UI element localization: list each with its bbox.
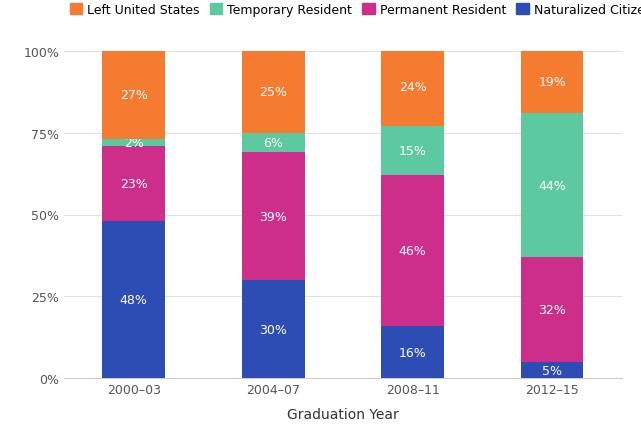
Bar	[381, 326, 444, 378]
Bar	[520, 362, 583, 378]
X-axis label: Graduation Year: Graduation Year	[287, 407, 399, 421]
Bar	[381, 176, 444, 326]
Text: 6%: 6%	[263, 137, 283, 150]
Text: 23%: 23%	[120, 178, 147, 190]
Text: 32%: 32%	[538, 303, 566, 316]
Text: 46%: 46%	[399, 245, 426, 258]
Bar	[381, 48, 444, 127]
Legend: Left United States, Temporary Resident, Permanent Resident, Naturalized Citizen: Left United States, Temporary Resident, …	[65, 0, 641, 22]
Bar	[242, 133, 304, 153]
Text: 16%: 16%	[399, 346, 426, 359]
Text: 44%: 44%	[538, 179, 566, 192]
Bar	[520, 258, 583, 362]
Text: 5%: 5%	[542, 364, 562, 377]
Text: 2%: 2%	[124, 137, 144, 150]
Bar	[103, 52, 165, 140]
Bar	[103, 140, 165, 146]
Bar	[103, 146, 165, 221]
Bar	[242, 52, 304, 133]
Text: 30%: 30%	[260, 323, 287, 336]
Text: 15%: 15%	[399, 145, 426, 158]
Text: 27%: 27%	[120, 89, 147, 102]
Bar	[242, 153, 304, 280]
Bar	[381, 127, 444, 176]
Text: 25%: 25%	[260, 86, 287, 99]
Text: 48%: 48%	[120, 294, 147, 307]
Bar	[103, 221, 165, 378]
Text: 19%: 19%	[538, 76, 566, 89]
Text: 39%: 39%	[260, 210, 287, 223]
Text: 24%: 24%	[399, 81, 426, 94]
Bar	[242, 280, 304, 378]
Bar	[520, 52, 583, 114]
Bar	[520, 114, 583, 258]
